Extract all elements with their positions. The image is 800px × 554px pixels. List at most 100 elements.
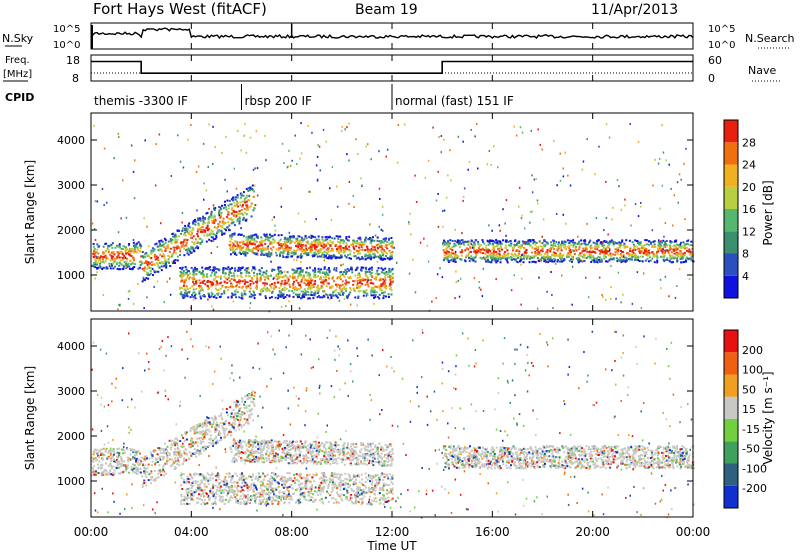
data-pixel [163, 237, 166, 240]
data-pixel [616, 242, 619, 245]
data-pixel [304, 293, 307, 296]
data-pixel [180, 232, 183, 235]
data-pixel [383, 273, 386, 275]
data-pixel [312, 294, 314, 297]
data-pixel [199, 285, 202, 288]
data-pixel [237, 268, 240, 271]
data-pixel [303, 295, 306, 298]
noise-pixel [605, 123, 608, 126]
data-pixel [586, 250, 589, 253]
colorbar-tick-label: 16 [742, 203, 756, 216]
data-pixel [244, 197, 247, 199]
data-pixel [305, 247, 308, 250]
data-pixel [140, 261, 143, 263]
data-pixel [131, 268, 134, 271]
data-pixel [251, 188, 254, 190]
data-pixel [110, 449, 113, 452]
data-pixel [227, 210, 230, 213]
data-pixel [239, 212, 242, 215]
noise-pixel [615, 297, 617, 300]
data-pixel [244, 293, 247, 296]
data-pixel [381, 252, 384, 255]
data-pixel [126, 257, 129, 260]
noise-pixel [177, 134, 179, 137]
data-pixel [458, 242, 461, 244]
data-pixel [349, 268, 352, 271]
noise-pixel [680, 178, 682, 181]
noise-pixel [664, 275, 667, 278]
data-pixel [247, 247, 250, 250]
noise-pixel [483, 256, 485, 259]
data-pixel [284, 279, 287, 282]
data-pixel [195, 273, 198, 276]
data-pixel [185, 438, 188, 441]
data-pixel [237, 281, 240, 283]
data-pixel [532, 240, 535, 243]
data-pixel [222, 217, 225, 220]
data-pixel [368, 248, 371, 251]
data-pixel [285, 244, 288, 247]
data-pixel [652, 253, 655, 256]
data-pixel [377, 285, 380, 288]
data-pixel [204, 222, 207, 225]
data-pixel [180, 276, 183, 279]
data-pixel [208, 266, 211, 269]
data-pixel [384, 245, 387, 248]
data-pixel [534, 251, 537, 254]
data-pixel [251, 294, 254, 297]
noise-pixel [317, 144, 319, 147]
data-pixel [227, 217, 230, 220]
data-pixel [279, 254, 281, 257]
noise-pixel [288, 300, 290, 303]
data-pixel [186, 271, 188, 274]
data-pixel [338, 286, 341, 289]
data-pixel [446, 244, 449, 247]
data-pixel [389, 255, 392, 258]
data-pixel [350, 257, 352, 260]
data-pixel [133, 259, 135, 262]
colorbar-tick-label: 12 [742, 225, 756, 238]
data-pixel [619, 244, 622, 247]
data-pixel [215, 275, 218, 278]
noise-pixel [586, 222, 588, 225]
data-pixel [103, 261, 106, 264]
noise-pixel [408, 272, 411, 275]
data-pixel [110, 466, 113, 468]
noise-pixel [244, 122, 246, 125]
data-pixel [550, 260, 552, 262]
data-pixel [478, 250, 481, 253]
data-pixel [326, 251, 329, 254]
data-pixel [499, 261, 502, 264]
data-pixel [112, 458, 115, 461]
data-pixel [145, 260, 148, 263]
data-pixel [314, 269, 317, 272]
data-pixel [603, 255, 606, 257]
data-pixel [321, 251, 324, 254]
data-pixel [382, 294, 385, 297]
data-pixel [679, 257, 682, 260]
data-pixel [227, 204, 230, 207]
data-pixel [309, 248, 312, 251]
data-pixel [145, 277, 148, 280]
data-pixel [320, 268, 323, 271]
data-pixel [131, 458, 133, 460]
data-pixel [561, 244, 564, 247]
data-pixel [119, 262, 122, 265]
data-pixel [253, 239, 256, 242]
data-pixel [227, 276, 230, 279]
data-pixel [198, 437, 201, 440]
data-pixel [280, 282, 283, 285]
noise-pixel [249, 306, 251, 309]
noise-pixel [212, 125, 214, 128]
data-pixel [570, 260, 573, 263]
data-pixel [178, 235, 181, 238]
data-pixel [185, 285, 188, 288]
data-pixel [140, 262, 143, 265]
data-pixel [189, 252, 192, 255]
data-pixel [102, 474, 105, 476]
data-pixel [325, 235, 328, 238]
data-pixel [309, 282, 312, 285]
data-pixel [317, 290, 320, 293]
data-pixel [230, 222, 233, 225]
noise-pixel [437, 193, 439, 195]
